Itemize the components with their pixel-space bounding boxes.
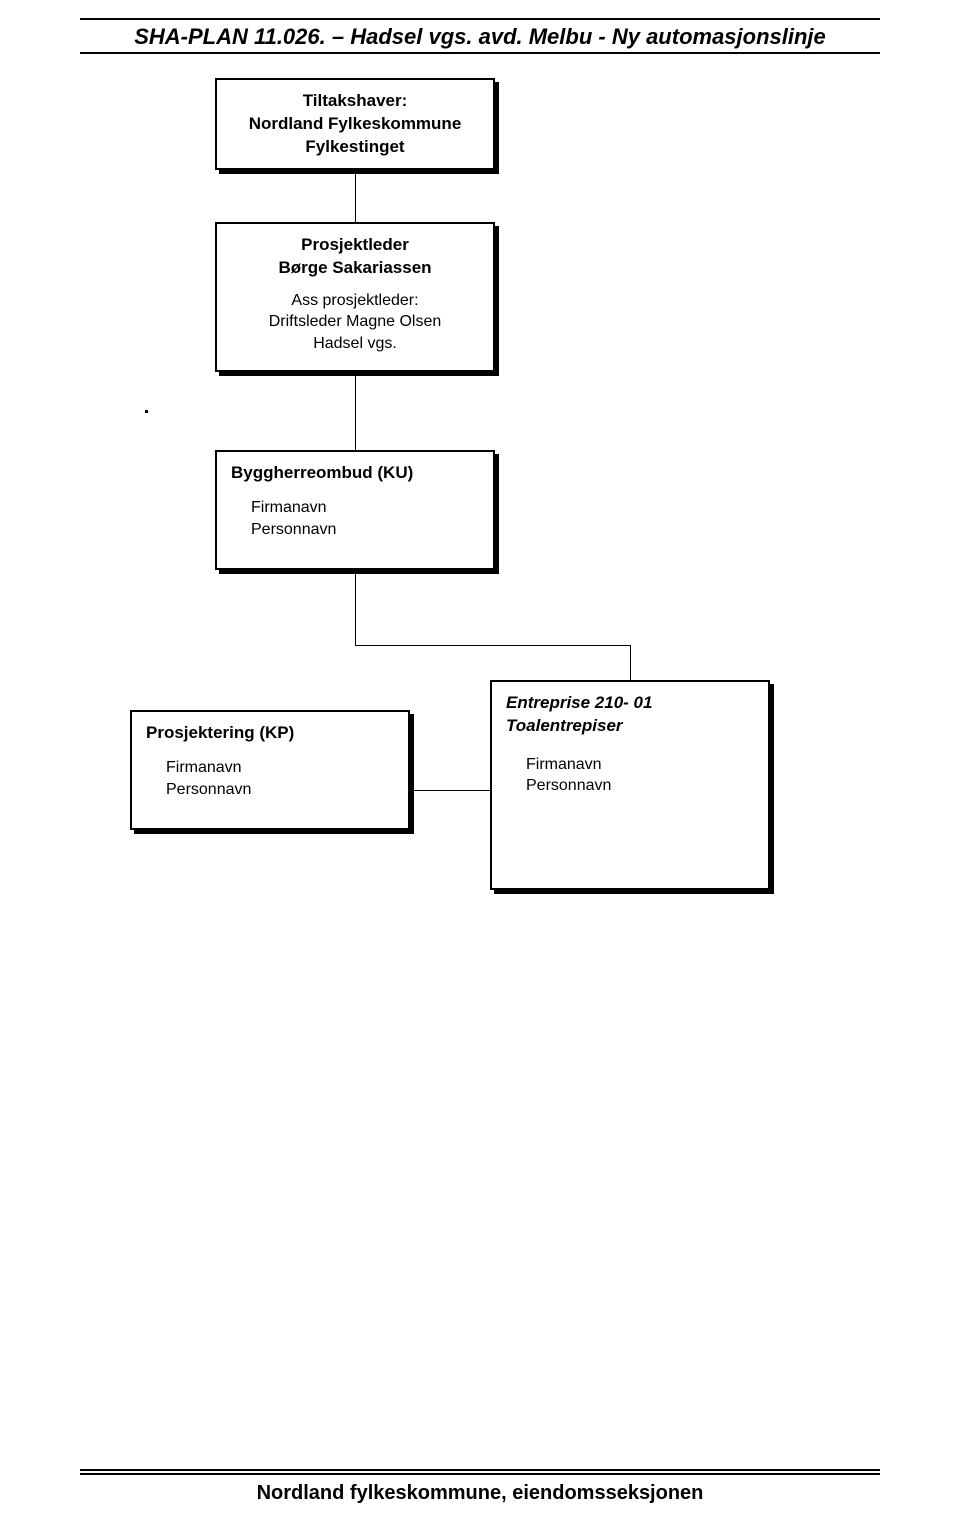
text-line: Firmanavn <box>506 754 754 776</box>
text-line: Hadsel vgs. <box>231 333 479 355</box>
connector <box>355 174 356 222</box>
spacer <box>231 485 479 497</box>
spacer <box>231 280 479 290</box>
node-front: Prosjektleder Børge Sakariassen Ass pros… <box>215 222 495 372</box>
node-prosjektleder: Prosjektleder Børge Sakariassen Ass pros… <box>215 222 495 372</box>
node-front: Entreprise 210- 01 Toalentrepiser Firman… <box>490 680 770 890</box>
node-front: Prosjektering (KP) Firmanavn Personnavn <box>130 710 410 830</box>
text-line: Personnavn <box>506 775 754 797</box>
node-front: Byggherreombud (KU) Firmanavn Personnavn <box>215 450 495 570</box>
text-line: Personnavn <box>231 519 479 541</box>
spacer <box>146 745 394 757</box>
node-byggherreombud: Byggherreombud (KU) Firmanavn Personnavn <box>215 450 495 570</box>
spacer <box>506 738 754 754</box>
text-line: Entreprise 210- 01 <box>506 692 754 715</box>
connector <box>355 376 356 450</box>
page-title: SHA-PLAN 11.026. – Hadsel vgs. avd. Melb… <box>0 24 960 50</box>
text-line: Firmanavn <box>146 757 394 779</box>
node-prosjektering: Prosjektering (KP) Firmanavn Personnavn <box>130 710 410 830</box>
text-line: Prosjektleder <box>231 234 479 257</box>
text-line: Nordland Fylkeskommune <box>231 113 479 136</box>
text-line: Toalentrepiser <box>506 715 754 738</box>
footer-rule-2 <box>80 1473 880 1475</box>
connector <box>355 645 630 646</box>
footer-text: Nordland fylkeskommune, eiendomsseksjone… <box>0 1482 960 1505</box>
node-tiltakshaver: Tiltakshaver: Nordland Fylkeskommune Fyl… <box>215 78 495 170</box>
connector <box>355 574 356 645</box>
text-line: Børge Sakariassen <box>231 257 479 280</box>
text-line: Personnavn <box>146 779 394 801</box>
text-line: Driftsleder Magne Olsen <box>231 311 479 333</box>
header-rule-bottom <box>80 52 880 54</box>
text-line: Fylkestinget <box>231 136 479 159</box>
connector <box>630 645 631 680</box>
text-line: Firmanavn <box>231 497 479 519</box>
node-entreprise: Entreprise 210- 01 Toalentrepiser Firman… <box>490 680 770 890</box>
stray-dot <box>145 410 148 413</box>
text-line: Ass prosjektleder: <box>231 290 479 312</box>
text-line: Byggherreombud (KU) <box>231 462 479 485</box>
text-line: Prosjektering (KP) <box>146 722 394 745</box>
footer-rule-1 <box>80 1469 880 1471</box>
node-front: Tiltakshaver: Nordland Fylkeskommune Fyl… <box>215 78 495 170</box>
connector <box>414 790 490 791</box>
text-line: Tiltakshaver: <box>231 90 479 113</box>
header-rule-top <box>80 18 880 20</box>
